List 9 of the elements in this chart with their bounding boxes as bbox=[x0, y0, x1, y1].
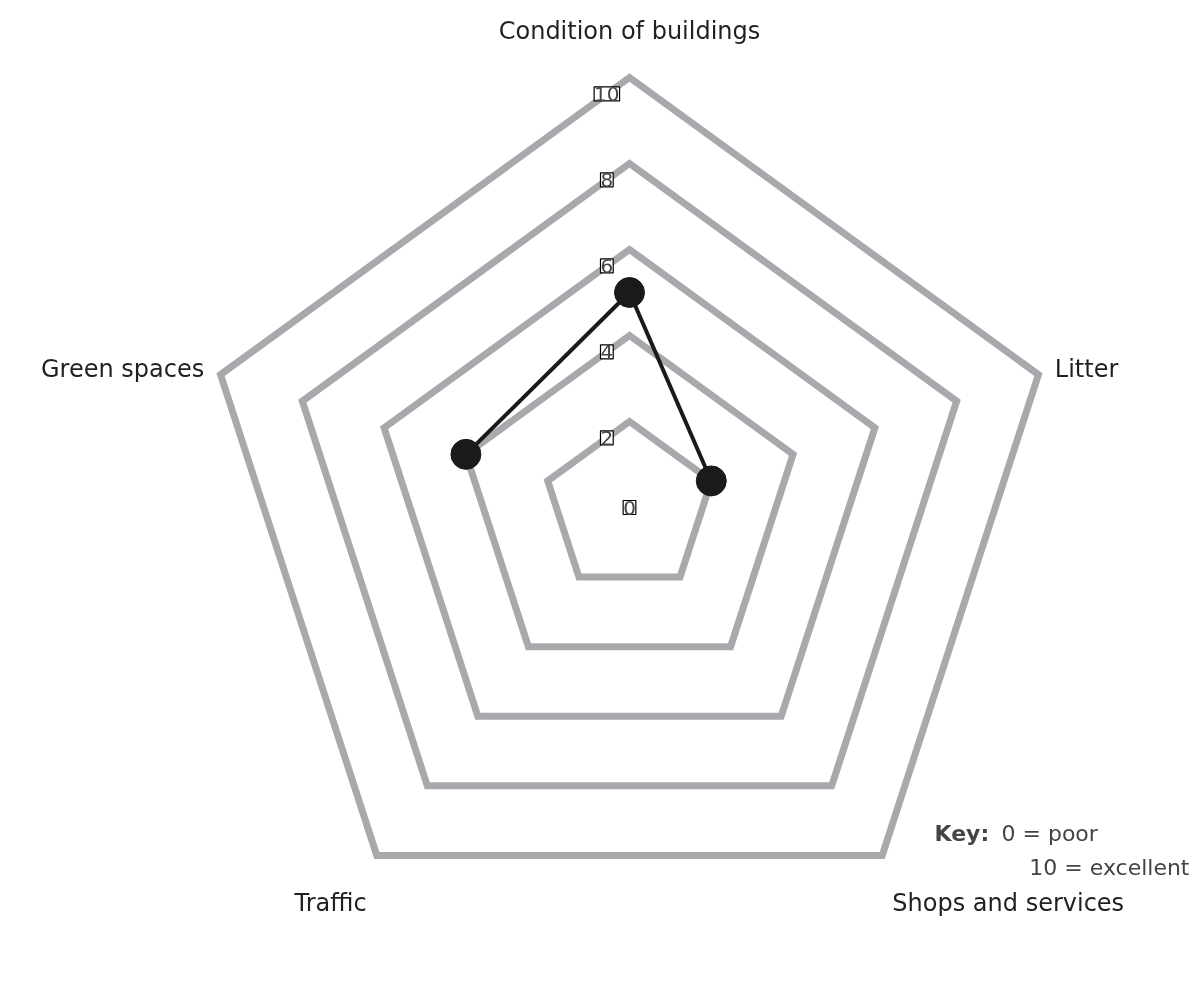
spoke-label: Traffic bbox=[293, 889, 367, 918]
spoke-label: Green spaces bbox=[40, 355, 205, 384]
spoke-label: Condition of buildings bbox=[498, 17, 761, 46]
spoke-label: Litter bbox=[1054, 355, 1119, 384]
y-tick-label: 4 bbox=[600, 339, 614, 364]
y-tick-label: 0 bbox=[623, 495, 636, 520]
text: 10 = excellent bbox=[1029, 855, 1190, 880]
spoke-label: Shops and services bbox=[892, 889, 1125, 918]
text: Key: 0 = poor bbox=[934, 821, 1099, 846]
